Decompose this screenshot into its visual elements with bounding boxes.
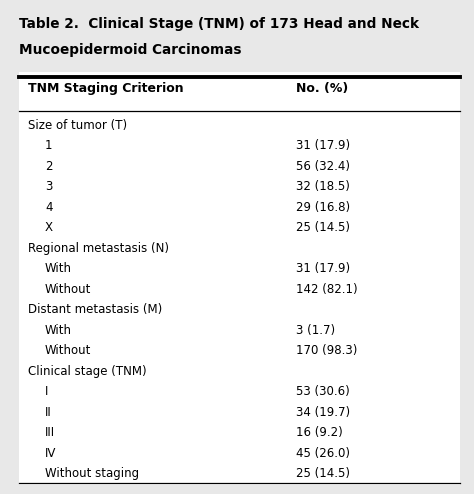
- Text: 25 (14.5): 25 (14.5): [296, 221, 350, 234]
- Text: 25 (14.5): 25 (14.5): [296, 467, 350, 480]
- Text: Regional metastasis (N): Regional metastasis (N): [28, 242, 169, 254]
- Text: 29 (16.8): 29 (16.8): [296, 201, 350, 213]
- Text: 34 (19.7): 34 (19.7): [296, 406, 350, 418]
- Text: 142 (82.1): 142 (82.1): [296, 283, 358, 295]
- Text: Without: Without: [45, 283, 91, 295]
- Text: 3 (1.7): 3 (1.7): [296, 324, 336, 336]
- Text: Mucoepidermoid Carcinomas: Mucoepidermoid Carcinomas: [19, 43, 241, 57]
- Text: 1: 1: [45, 139, 53, 152]
- Text: Clinical stage (TNM): Clinical stage (TNM): [28, 365, 147, 377]
- Text: Size of tumor (T): Size of tumor (T): [28, 119, 128, 131]
- Text: 56 (32.4): 56 (32.4): [296, 160, 350, 172]
- Text: Without: Without: [45, 344, 91, 357]
- Text: Distant metastasis (M): Distant metastasis (M): [28, 303, 163, 316]
- Text: With: With: [45, 262, 72, 275]
- Text: 31 (17.9): 31 (17.9): [296, 262, 350, 275]
- Text: X: X: [45, 221, 53, 234]
- Text: 45 (26.0): 45 (26.0): [296, 447, 350, 459]
- Text: No. (%): No. (%): [296, 82, 348, 94]
- Text: Without staging: Without staging: [45, 467, 139, 480]
- Text: II: II: [45, 406, 52, 418]
- Text: III: III: [45, 426, 55, 439]
- Text: With: With: [45, 324, 72, 336]
- Text: IV: IV: [45, 447, 56, 459]
- Text: 53 (30.6): 53 (30.6): [296, 385, 350, 398]
- Text: I: I: [45, 385, 48, 398]
- Text: 16 (9.2): 16 (9.2): [296, 426, 343, 439]
- Text: 3: 3: [45, 180, 53, 193]
- Text: 4: 4: [45, 201, 53, 213]
- Text: TNM Staging Criterion: TNM Staging Criterion: [28, 82, 184, 94]
- Text: 170 (98.3): 170 (98.3): [296, 344, 357, 357]
- Text: 32 (18.5): 32 (18.5): [296, 180, 350, 193]
- Text: Table 2.  Clinical Stage (TNM) of 173 Head and Neck: Table 2. Clinical Stage (TNM) of 173 Hea…: [19, 17, 419, 31]
- Bar: [19, 72, 460, 485]
- Text: 31 (17.9): 31 (17.9): [296, 139, 350, 152]
- Text: 2: 2: [45, 160, 53, 172]
